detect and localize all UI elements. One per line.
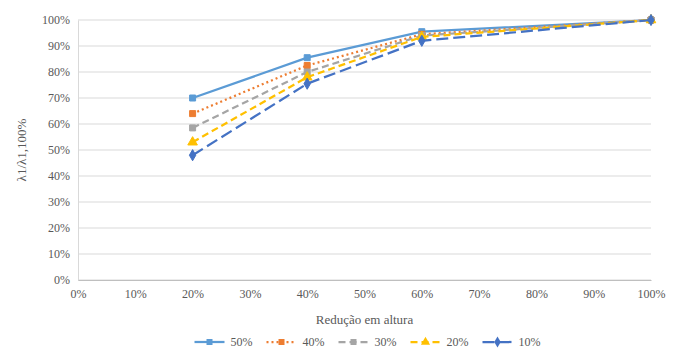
- x-axis-line: [79, 280, 652, 281]
- grid-line: [78, 280, 651, 281]
- x-axis: 0% 10% 20% 30% 40% 50% 60% 70% 80% 90% 100%: [71, 280, 666, 301]
- y-axis-line: [78, 21, 79, 281]
- y-axis-title: λ1/λ1,100%: [14, 118, 29, 181]
- series-marker: [648, 14, 654, 25]
- series-group: [188, 14, 656, 160]
- y-tick-label: 70%: [48, 91, 70, 105]
- y-tick: 80%: [48, 65, 78, 79]
- grid-line: [78, 20, 651, 21]
- y-tick-label: 0%: [54, 273, 70, 287]
- series-marker: [304, 63, 310, 69]
- grid: [78, 20, 651, 280]
- chart: 0% 10% 20% 30% 40% 50% 60% 70% 80% 90% 100% 0% 10% 20…: [0, 0, 684, 356]
- x-tick-label: 10%: [125, 287, 147, 301]
- y-tick-label: 100%: [42, 13, 70, 27]
- grid-line: [78, 202, 651, 203]
- series-line: [193, 20, 651, 155]
- grid-line: [78, 98, 651, 99]
- x-tick-label: 60%: [411, 287, 433, 301]
- legend: 50% 40% 30% 20% 10%: [195, 335, 541, 349]
- y-tick: 30%: [48, 195, 78, 209]
- y-tick-label: 10%: [48, 247, 70, 261]
- x-tick: 0%: [71, 280, 87, 301]
- series-line: [193, 20, 651, 128]
- series-line: [193, 20, 651, 114]
- legend-label: 10%: [519, 335, 541, 349]
- series-marker: [189, 150, 195, 161]
- legend-label: 20%: [447, 335, 469, 349]
- grid-line: [78, 254, 651, 255]
- legend-item: 40%: [267, 335, 325, 349]
- series-marker: [304, 55, 310, 61]
- legend-marker: [351, 339, 357, 345]
- y-tick: 60%: [48, 117, 78, 131]
- series-line: [193, 20, 651, 98]
- legend-label: 50%: [231, 335, 253, 349]
- grid-line: [78, 228, 651, 229]
- y-tick-label: 80%: [48, 65, 70, 79]
- legend-label: 40%: [303, 335, 325, 349]
- series-marker: [190, 95, 196, 101]
- x-tick-label: 100%: [638, 287, 666, 301]
- legend-item: 20%: [411, 335, 469, 349]
- legend-marker: [207, 339, 213, 345]
- x-tick: 100%: [638, 280, 666, 301]
- series-line: [193, 20, 651, 142]
- x-tick: 90%: [583, 280, 605, 301]
- x-tick-label: 70%: [469, 287, 491, 301]
- y-tick: 70%: [48, 91, 78, 105]
- series-marker: [190, 125, 196, 131]
- y-tick-label: 20%: [48, 221, 70, 235]
- x-tick: 50%: [354, 280, 376, 301]
- series-marker: [190, 111, 196, 117]
- y-tick: 20%: [48, 221, 78, 235]
- x-tick-label: 90%: [583, 287, 605, 301]
- x-tick-label: 20%: [182, 287, 204, 301]
- y-tick: 90%: [48, 39, 78, 53]
- series-inner: [188, 14, 656, 160]
- grid-line: [78, 72, 651, 73]
- grid-line: [78, 124, 651, 125]
- legend-marker: [494, 336, 500, 347]
- x-tick: 30%: [239, 280, 261, 301]
- x-tick: 60%: [411, 280, 433, 301]
- x-tick-label: 40%: [297, 287, 319, 301]
- x-tick-label: 50%: [354, 287, 376, 301]
- x-tick: 40%: [297, 280, 319, 301]
- y-tick-label: 60%: [48, 117, 70, 131]
- legend-marker: [279, 339, 285, 345]
- x-tick-label: 0%: [71, 287, 87, 301]
- x-tick-label: 30%: [239, 287, 261, 301]
- x-tick: 20%: [182, 280, 204, 301]
- grid-line: [78, 150, 651, 151]
- x-axis-title: Redução em altura: [316, 312, 414, 327]
- y-tick-label: 30%: [48, 195, 70, 209]
- legend-label: 30%: [375, 335, 397, 349]
- x-tick: 70%: [469, 280, 491, 301]
- x-tick-label: 80%: [526, 287, 548, 301]
- series-marker: [188, 137, 198, 145]
- y-tick-label: 50%: [48, 143, 70, 157]
- y-tick: 100%: [42, 13, 78, 27]
- y-axis: 0% 10% 20% 30% 40% 50% 60% 70% 80% 90% 100%: [42, 13, 79, 287]
- legend-item: 10%: [483, 335, 541, 349]
- y-tick: 40%: [48, 169, 78, 183]
- y-tick-label: 90%: [48, 39, 70, 53]
- x-tick: 80%: [526, 280, 548, 301]
- legend-item: 50%: [195, 335, 253, 349]
- y-tick-label: 40%: [48, 169, 70, 183]
- y-tick: 0%: [54, 273, 78, 287]
- legend-item: 30%: [339, 335, 397, 349]
- series-marker: [304, 78, 310, 89]
- plot: 0% 10% 20% 30% 40% 50% 60% 70% 80% 90% 100% 0% 10% 20…: [42, 13, 666, 300]
- y-tick: 50%: [48, 143, 78, 157]
- y-tick: 10%: [48, 247, 78, 261]
- x-tick: 10%: [125, 280, 147, 301]
- series-marker: [419, 35, 425, 46]
- grid-line: [78, 176, 651, 177]
- legend-marker: [421, 337, 430, 345]
